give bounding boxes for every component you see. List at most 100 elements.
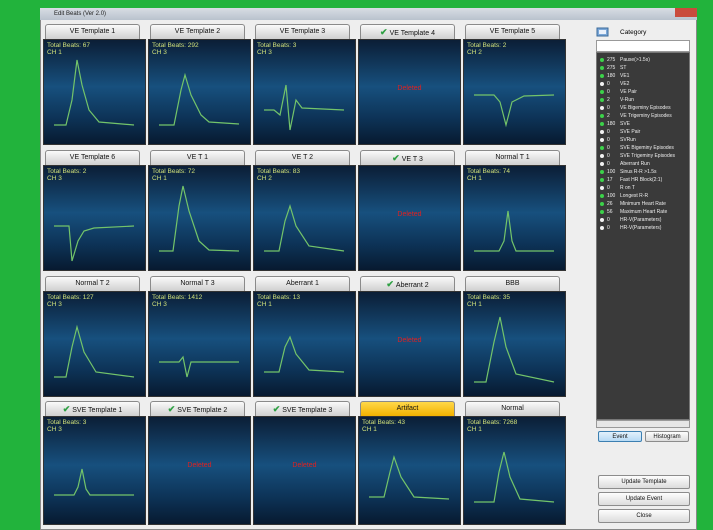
category-item[interactable]: 2 V-Run	[600, 96, 634, 104]
template-panel[interactable]: Total Beats: 35 CH 1	[463, 291, 566, 397]
category-item[interactable]: 0 HR-V(Parameters)	[600, 224, 661, 232]
template-panel[interactable]: Total Beats: 292 CH 3	[148, 39, 251, 145]
channel: CH 2	[257, 175, 272, 182]
bullet	[600, 209, 604, 214]
template-panel[interactable]: Total Beats: 2 CH 3	[43, 165, 146, 271]
category-item[interactable]: 17 Fast HR Block(2:1)	[600, 176, 662, 184]
template-tab[interactable]: VE Template 5	[465, 24, 560, 39]
category-item[interactable]: 180 SVE	[600, 120, 630, 128]
total-beats: Total Beats: 35	[467, 294, 510, 301]
template-tab[interactable]: VE Template 6	[45, 150, 140, 165]
template-panel[interactable]: Total Beats: 67 CH 1	[43, 39, 146, 145]
template-tab[interactable]: ✔ VE Template 4	[360, 24, 455, 39]
template-panel[interactable]: Total Beats: 2 CH 2	[463, 39, 566, 145]
template-tab[interactable]: BBB	[465, 276, 560, 291]
template-tab[interactable]: Normal T 3	[150, 276, 245, 291]
template-tab[interactable]: Normal T 1	[465, 150, 560, 165]
template-tab[interactable]: Artifact	[360, 401, 455, 416]
template-tab[interactable]: Normal	[465, 401, 560, 416]
template-panel[interactable]: Total Beats: 83 CH 2	[253, 165, 356, 271]
category-item[interactable]: 0 VE Pair	[600, 88, 637, 96]
check-mark: ✔	[392, 153, 400, 163]
template-label: VE Template 3	[279, 28, 326, 35]
template-panel[interactable]: Total Beats: 74 CH 1	[463, 165, 566, 271]
item-label: Fast HR Block(2:1)	[620, 177, 663, 183]
template-panel[interactable]: Total Beats: 7268 CH 1	[463, 416, 566, 525]
total-beats: Total Beats: 2	[467, 42, 507, 49]
category-item[interactable]: 2 VE Trigeminy Episodes	[600, 112, 672, 120]
template-tab[interactable]: ✔ SVE Template 3	[255, 401, 350, 416]
item-label: SVRun	[620, 137, 636, 143]
item-count: 0	[607, 225, 610, 231]
total-beats: Total Beats: 83	[257, 168, 300, 175]
template-panel[interactable]: Deleted	[148, 416, 251, 525]
deleted-label: Deleted	[397, 337, 422, 344]
template-tab[interactable]: VE Template 3	[255, 24, 350, 39]
check-mark: ✔	[167, 404, 176, 414]
category-item[interactable]: 56 Maximum Heart Rate	[600, 208, 667, 216]
category-item[interactable]: 100 Sinus R-R >1.5s	[600, 168, 657, 176]
template-tab[interactable]: VE Template 2	[150, 24, 245, 39]
category-item[interactable]: 0 SVE Pair	[600, 128, 640, 136]
waveform	[474, 316, 555, 383]
template-panel[interactable]: Deleted	[253, 416, 356, 525]
template-panel[interactable]: Deleted	[358, 165, 461, 271]
waveform	[159, 185, 240, 252]
template-tab[interactable]: ✔ Aberrant 2	[360, 276, 455, 291]
item-count: 100	[607, 169, 616, 175]
template-panel[interactable]: Total Beats: 1412 CH 3	[148, 291, 251, 397]
template-tab[interactable]: ✔ VE T 3	[360, 150, 455, 165]
waveform-line	[159, 185, 240, 252]
category-icon	[596, 27, 609, 37]
bullet	[600, 177, 604, 182]
template-panel[interactable]: Total Beats: 72 CH 1	[148, 165, 251, 271]
category-item[interactable]: 26 Minimum Heart Rate	[600, 200, 666, 208]
template-tab[interactable]: Normal T 2	[45, 276, 140, 291]
view-button[interactable]: Histogram	[645, 431, 689, 442]
template-tab[interactable]: ✔ SVE Template 2	[150, 401, 245, 416]
category-item[interactable]: 100 Longest R-R	[600, 192, 648, 200]
bullet	[600, 225, 604, 230]
template-tab[interactable]: ✔ SVE Template 1	[45, 401, 140, 416]
category-item[interactable]: 0 HR-V(Parameters)	[600, 216, 661, 224]
template-label: Artifact	[396, 405, 419, 412]
deleted-label: Deleted	[397, 211, 422, 218]
item-label: VE1	[620, 73, 630, 79]
scrollbar[interactable]	[596, 420, 690, 428]
template-panel[interactable]: Total Beats: 43 CH 1	[358, 416, 461, 525]
beat-info: Total Beats: 3 CH 3	[257, 42, 296, 56]
category-item[interactable]: 0 SVE Bigeminy Episodes	[600, 144, 674, 152]
category-item[interactable]: 0 SVE Trigeminy Episodes	[600, 152, 675, 160]
template-panel[interactable]: Deleted	[358, 39, 461, 145]
category-input[interactable]	[596, 40, 690, 52]
category-item[interactable]: 0 R on T	[600, 184, 635, 192]
template-tab[interactable]: Aberrant 1	[255, 276, 350, 291]
action-button[interactable]: Update Template	[598, 475, 690, 489]
template-panel[interactable]: Total Beats: 127 CH 3	[43, 291, 146, 397]
channel: CH 3	[257, 49, 272, 56]
beat-info: Total Beats: 3 CH 3	[47, 419, 86, 433]
category-item[interactable]: 275 ST	[600, 64, 626, 72]
close-window[interactable]	[675, 8, 697, 17]
template-label: Aberrant 1	[286, 280, 319, 287]
window-title: Edit Beats (Ver 2.0)	[54, 11, 107, 17]
template-label: VE T 2	[291, 154, 314, 161]
category-item[interactable]: 0 VE2	[600, 80, 629, 88]
view-button[interactable]: Event	[598, 431, 642, 442]
template-tab[interactable]: VE T 1	[150, 150, 245, 165]
category-item[interactable]: 180 VE1	[600, 72, 629, 80]
template-tab[interactable]: VE T 2	[255, 150, 350, 165]
category-item[interactable]: 0 SVRun	[600, 136, 636, 144]
category-item[interactable]: 0 Aberrant Run	[600, 160, 650, 168]
template-tab[interactable]: VE Template 1	[45, 24, 140, 39]
category-item[interactable]: 0 VE Bigeminy Episodes	[600, 104, 671, 112]
action-button[interactable]: Close	[598, 509, 690, 523]
template-label: VE Template 5	[489, 28, 536, 35]
template-panel[interactable]: Total Beats: 13 CH 1	[253, 291, 356, 397]
template-panel[interactable]: Deleted	[358, 291, 461, 397]
category-item[interactable]: 275 Pause(>1.5s)	[600, 56, 650, 64]
template-panel[interactable]: Total Beats: 3 CH 3	[43, 416, 146, 525]
action-button[interactable]: Update Event	[598, 492, 690, 506]
template-panel[interactable]: Total Beats: 3 CH 3	[253, 39, 356, 145]
category-list[interactable]: 275 Pause(>1.5s) 275 ST 180 VE1 0 VE2 0 VE Pair 2 V…	[596, 52, 690, 420]
